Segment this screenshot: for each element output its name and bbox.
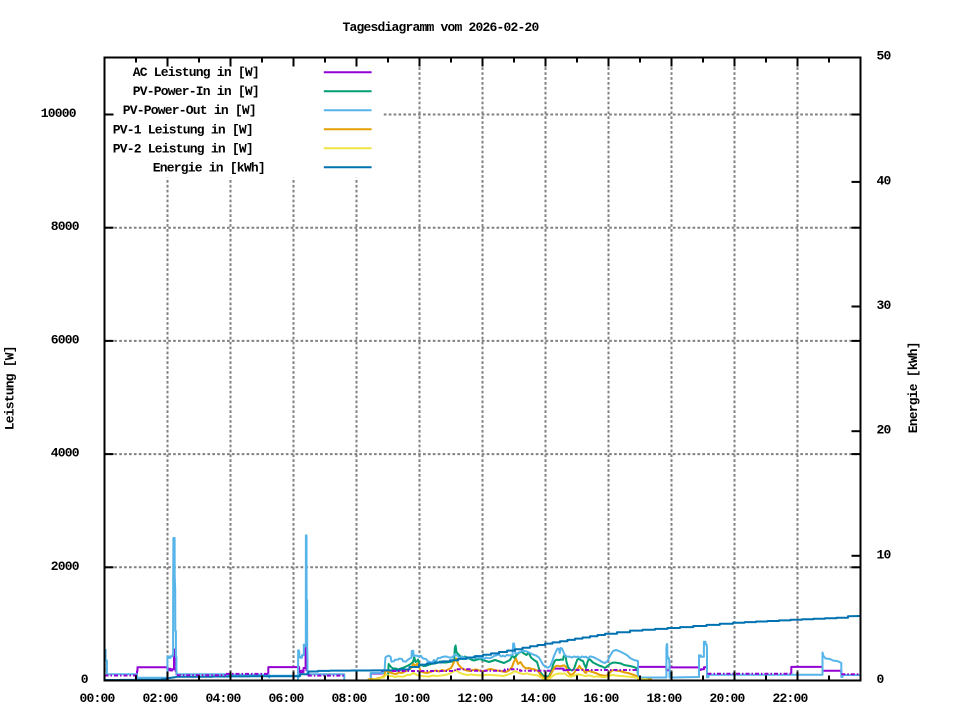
svg-text:2000: 2000 bbox=[51, 559, 80, 574]
svg-text:PV-2 Leistung in [W]: PV-2 Leistung in [W] bbox=[113, 141, 253, 156]
svg-text:8000: 8000 bbox=[51, 219, 80, 234]
svg-text:08:00: 08:00 bbox=[332, 691, 368, 706]
svg-text:10:00: 10:00 bbox=[395, 691, 431, 706]
svg-text:AC Leistung in [W]: AC Leistung in [W] bbox=[133, 65, 259, 80]
svg-text:0: 0 bbox=[81, 672, 89, 687]
svg-text:PV-1 Leistung in [W]: PV-1 Leistung in [W] bbox=[113, 122, 253, 137]
svg-text:16:00: 16:00 bbox=[584, 691, 620, 706]
svg-text:PV-Power-Out in [W]: PV-Power-Out in [W] bbox=[123, 103, 256, 118]
svg-text:06:00: 06:00 bbox=[269, 691, 305, 706]
svg-text:12:00: 12:00 bbox=[458, 691, 494, 706]
svg-text:Energie in [kWh]: Energie in [kWh] bbox=[153, 160, 265, 175]
svg-text:02:00: 02:00 bbox=[143, 691, 179, 706]
svg-text:PV-Power-In in [W]: PV-Power-In in [W] bbox=[133, 84, 259, 99]
svg-text:20: 20 bbox=[877, 423, 892, 438]
svg-text:Leistung [W]: Leistung [W] bbox=[3, 346, 18, 430]
svg-text:50: 50 bbox=[877, 49, 892, 64]
svg-text:Energie [kWh]: Energie [kWh] bbox=[906, 342, 921, 433]
svg-text:0: 0 bbox=[877, 672, 885, 687]
svg-text:Tagesdiagramm vom 2026-02-20: Tagesdiagramm vom 2026-02-20 bbox=[343, 20, 540, 35]
svg-text:10000: 10000 bbox=[41, 106, 77, 121]
svg-text:4000: 4000 bbox=[51, 446, 80, 461]
svg-text:30: 30 bbox=[877, 298, 892, 313]
svg-text:04:00: 04:00 bbox=[206, 691, 242, 706]
svg-text:14:00: 14:00 bbox=[521, 691, 557, 706]
svg-text:6000: 6000 bbox=[51, 332, 80, 347]
svg-text:20:00: 20:00 bbox=[710, 691, 746, 706]
svg-text:10: 10 bbox=[877, 547, 892, 562]
svg-text:40: 40 bbox=[877, 173, 892, 188]
svg-text:00:00: 00:00 bbox=[80, 691, 116, 706]
svg-text:22:00: 22:00 bbox=[773, 691, 809, 706]
svg-text:18:00: 18:00 bbox=[647, 691, 683, 706]
